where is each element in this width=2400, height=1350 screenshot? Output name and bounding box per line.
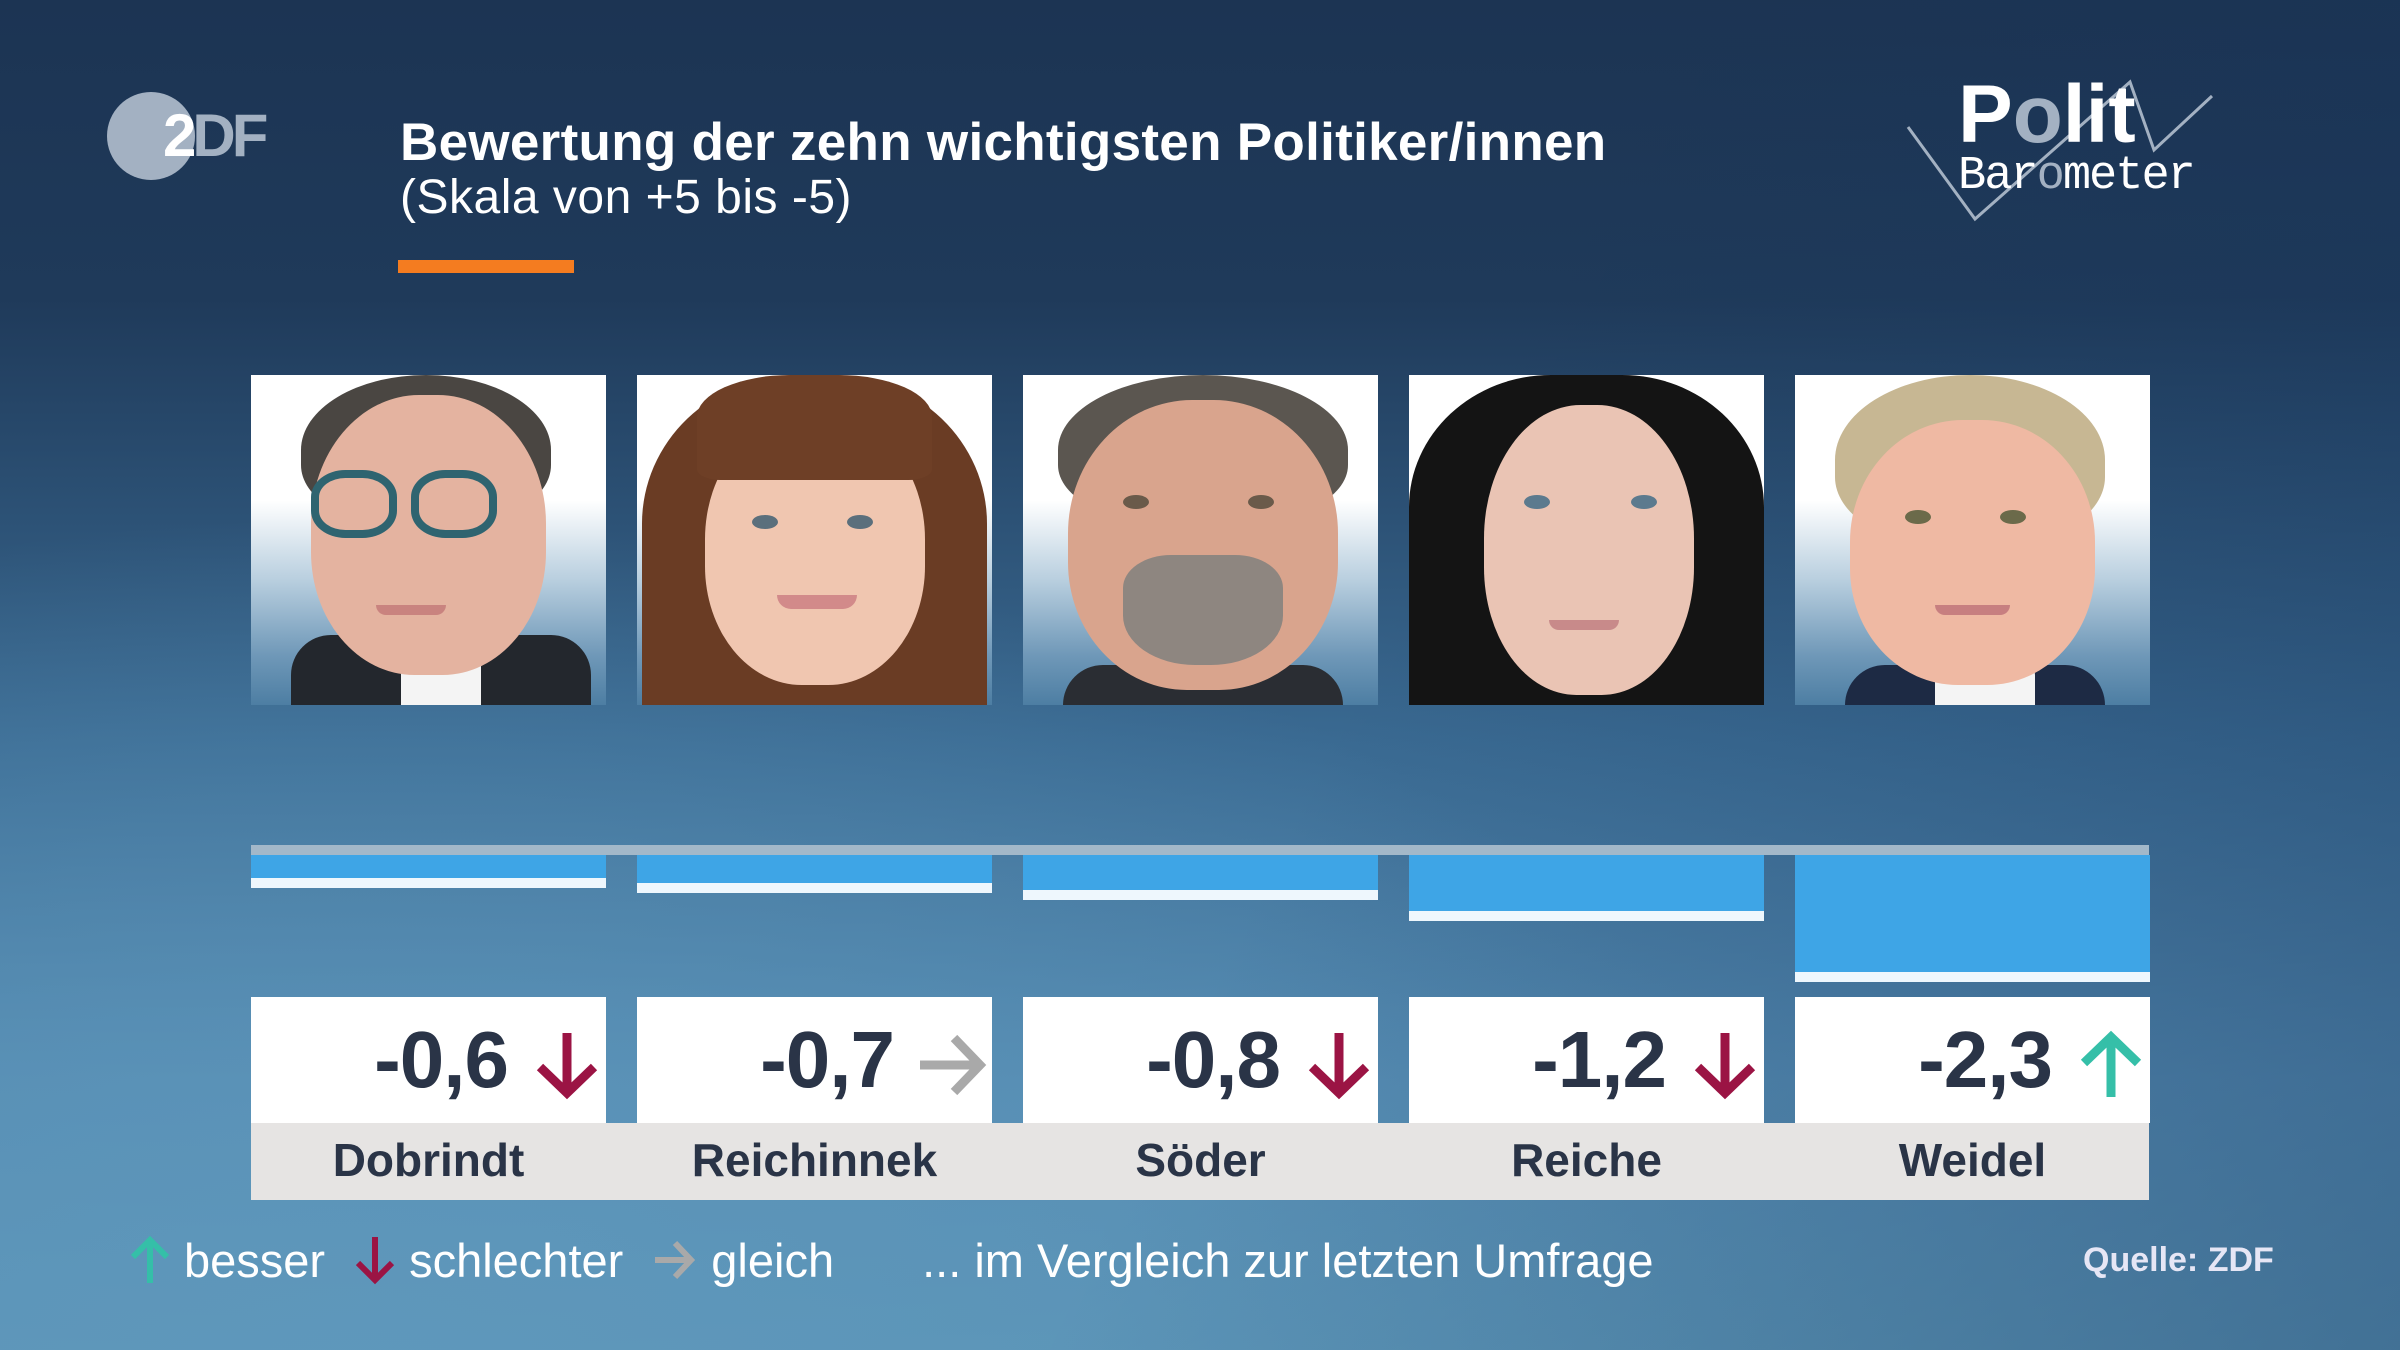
portrait-soeder xyxy=(1023,375,1378,705)
portrait-weidel xyxy=(1795,375,2150,705)
bar-reichinnek xyxy=(637,855,992,893)
title-accent-bar xyxy=(398,260,574,273)
legend-note: ... im Vergleich zur letzten Umfrage xyxy=(922,1233,1654,1287)
bar-soeder xyxy=(1023,855,1378,900)
value-label: -0,7 xyxy=(760,1015,895,1104)
value-label: -0,8 xyxy=(1146,1015,1281,1104)
source-label: Quelle: ZDF xyxy=(2083,1241,2274,1279)
zdf-logo: 2DF xyxy=(107,92,277,182)
logo-word-barometer: Barometer xyxy=(1958,150,2196,203)
value-box-dobrindt: -0,6 xyxy=(251,997,606,1123)
portrait-dobrindt xyxy=(251,375,606,705)
zdf-logo-text: 2DF xyxy=(163,102,268,169)
portrait-reichinnek xyxy=(637,375,992,705)
arrow-right-icon xyxy=(655,1240,696,1280)
checkmark-line-icon xyxy=(1906,79,2214,222)
value-label: -0,6 xyxy=(374,1015,509,1104)
value-box-weidel: -2,3 xyxy=(1795,997,2150,1123)
bar-dobrindt xyxy=(251,855,606,888)
legend-item-better: besser xyxy=(130,1233,325,1288)
politician-name: Reichinnek xyxy=(691,1134,938,1186)
glasses xyxy=(311,470,397,538)
chart-subtitle: (Skala von +5 bis -5) xyxy=(400,171,853,224)
arrow-down-icon xyxy=(536,1033,598,1100)
beard xyxy=(1123,555,1283,665)
arrow-down-icon xyxy=(1694,1033,1756,1100)
politician-name: Reiche xyxy=(1511,1134,1662,1186)
value-box-soeder: -0,8 xyxy=(1023,997,1378,1123)
zero-baseline xyxy=(251,845,2149,855)
arrow-up-icon xyxy=(130,1235,170,1283)
arrow-down-icon xyxy=(1308,1033,1370,1100)
value-label: -1,2 xyxy=(1532,1015,1667,1104)
chart-title: Bewertung der zehn wichtigsten Politiker… xyxy=(400,113,1607,172)
politbarometer-logo: Polit Barometer xyxy=(1900,70,2230,230)
politician-name: Söder xyxy=(1135,1134,1266,1186)
value-box-reichinnek: -0,7 xyxy=(637,997,992,1123)
politician-name: Weidel xyxy=(1898,1134,2047,1186)
portrait-reiche xyxy=(1409,375,1764,705)
logo-word-polit: Polit xyxy=(1958,69,2136,160)
legend-item-same: gleich xyxy=(653,1233,834,1288)
value-label: -2,3 xyxy=(1918,1015,2053,1104)
zdf-logo-circle xyxy=(107,92,195,180)
bar-weidel xyxy=(1795,855,2150,982)
name-row xyxy=(251,1123,2149,1200)
legend-item-worse: schlechter xyxy=(355,1233,623,1288)
value-box-reiche: -1,2 xyxy=(1409,997,1764,1123)
politician-name: Dobrindt xyxy=(332,1134,525,1186)
bar-reiche xyxy=(1409,855,1764,921)
arrow-right-icon xyxy=(920,1034,987,1096)
legend: besser schlechter gleich ... im Vergleic… xyxy=(130,1232,1654,1288)
arrow-down-icon xyxy=(355,1237,395,1285)
arrow-up-icon xyxy=(2080,1030,2142,1097)
